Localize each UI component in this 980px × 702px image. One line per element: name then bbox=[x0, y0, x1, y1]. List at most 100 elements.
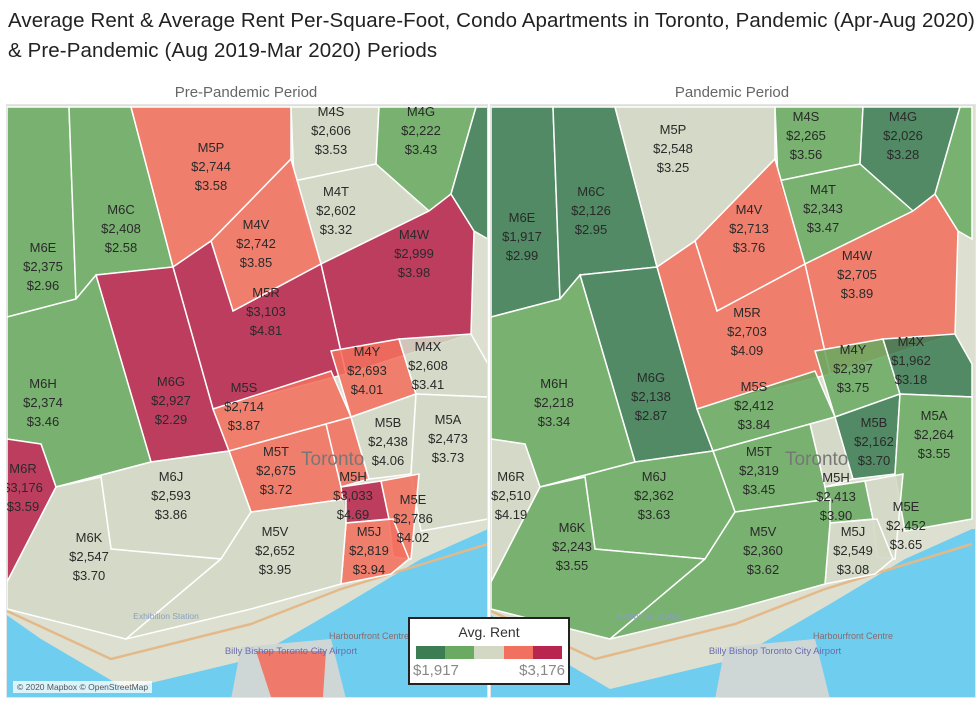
avg-rent-value: $3,103 bbox=[246, 304, 286, 319]
region-label-m4t: M4T $2,602 $3.32 bbox=[316, 184, 356, 237]
rent-psf-value: $3.34 bbox=[538, 414, 571, 429]
map-attribution[interactable]: © 2020 Mapbox © OpenStreetMap bbox=[13, 681, 153, 693]
region-label-m6r: M6R $2,510 $4.19 bbox=[491, 469, 531, 522]
region-code: M5S bbox=[741, 379, 768, 394]
rent-psf-value: $3.89 bbox=[841, 286, 874, 301]
region-label-m6j: M6J $2,593 $3.86 bbox=[151, 469, 191, 522]
avg-rent-value: $1,917 bbox=[502, 229, 542, 244]
rent-psf-value: $3.73 bbox=[432, 450, 465, 465]
rent-psf-value: $3.86 bbox=[155, 507, 188, 522]
station-label: Exhibition Station bbox=[617, 611, 683, 621]
region-code: M6G bbox=[637, 370, 665, 385]
avg-rent-value: $2,473 bbox=[428, 431, 468, 446]
region-code: M6J bbox=[642, 469, 667, 484]
region-ne[interactable] bbox=[934, 106, 973, 241]
rent-psf-value: $3.76 bbox=[733, 240, 766, 255]
rent-psf-value: $2.87 bbox=[635, 408, 668, 423]
region-label-m5e: M5E $2,786 $4.02 bbox=[393, 492, 433, 545]
map-pre-pandemic[interactable]: Toronto Harbourfront Centre Billy Bishop T… bbox=[6, 104, 488, 698]
region-label-m6c: M6C $2,408 $2.58 bbox=[101, 202, 141, 255]
region-label-m6g: M6G $2,927 $2.29 bbox=[151, 374, 191, 427]
rent-psf-value: $3.72 bbox=[260, 482, 293, 497]
region-code: M5R bbox=[252, 285, 279, 300]
region-m5v[interactable] bbox=[609, 498, 831, 640]
avg-rent-value: $2,375 bbox=[23, 259, 63, 274]
region-m5v[interactable] bbox=[125, 498, 347, 640]
avg-rent-value: $2,999 bbox=[394, 246, 434, 261]
region-code: M4W bbox=[842, 248, 873, 263]
region-label-m5r: M5R $3,103 $4.81 bbox=[246, 285, 286, 338]
region-label-m6g: M6G $2,138 $2.87 bbox=[631, 370, 671, 423]
avg-rent-value: $2,693 bbox=[347, 363, 387, 378]
avg-rent-value: $2,819 bbox=[349, 543, 389, 558]
rent-psf-value: $4.81 bbox=[250, 323, 283, 338]
region-label-m6j: M6J $2,362 $3.63 bbox=[634, 469, 674, 522]
region-code: M5V bbox=[750, 524, 777, 539]
region-label-m4w: M4W $2,999 $3.98 bbox=[394, 227, 434, 280]
rent-psf-value: $3.46 bbox=[27, 414, 60, 429]
region-m5a[interactable] bbox=[894, 393, 973, 532]
region-m6k[interactable] bbox=[7, 476, 223, 640]
region-label-m4w: M4W $2,705 $3.89 bbox=[837, 248, 877, 301]
avg-rent-value: $2,218 bbox=[534, 395, 574, 410]
avg-rent-value: $2,742 bbox=[236, 236, 276, 251]
avg-rent-value: $2,608 bbox=[408, 358, 448, 373]
region-code: M5A bbox=[435, 412, 462, 427]
legend-title: Avg. Rent bbox=[458, 624, 520, 640]
region-label-m5a: M5A $2,264 $3.55 bbox=[914, 408, 954, 461]
rent-psf-value: $3.08 bbox=[837, 562, 870, 577]
region-label-m6r: M6R $3,176 $3.59 bbox=[7, 461, 43, 514]
region-m6k[interactable] bbox=[491, 476, 707, 640]
rent-psf-value: $3.98 bbox=[398, 265, 431, 280]
avg-rent-value: $2,452 bbox=[886, 518, 926, 533]
region-code: M5B bbox=[861, 415, 888, 430]
region-label-m4g: M4G $2,026 $3.28 bbox=[883, 109, 923, 162]
rent-psf-value: $2.58 bbox=[105, 240, 138, 255]
rent-psf-value: $3.63 bbox=[638, 507, 671, 522]
rent-psf-value: $3.75 bbox=[837, 380, 870, 395]
airport-label: Billy Bishop Toronto City Airport bbox=[225, 646, 358, 657]
region-m4x[interactable] bbox=[398, 333, 487, 398]
rent-psf-value: $3.47 bbox=[807, 220, 840, 235]
rent-psf-value: $3.85 bbox=[240, 255, 273, 270]
region-code: M6E bbox=[509, 210, 536, 225]
region-code: M5B bbox=[375, 415, 402, 430]
region-code: M4X bbox=[898, 334, 925, 349]
region-code: M5A bbox=[921, 408, 948, 423]
region-code: M6E bbox=[30, 240, 57, 255]
city-label: Toronto bbox=[785, 449, 848, 470]
region-ne[interactable] bbox=[450, 106, 487, 240]
region-code: M6H bbox=[29, 376, 56, 391]
region-m5a[interactable] bbox=[410, 393, 487, 532]
rent-psf-value: $3.45 bbox=[743, 482, 776, 497]
rent-psf-value: $3.62 bbox=[747, 562, 780, 577]
map-layer: Toronto Harbourfront Centre Billy Bishop T… bbox=[491, 105, 975, 697]
rent-psf-value: $3.32 bbox=[320, 222, 353, 237]
rent-psf-value: $3.53 bbox=[315, 142, 348, 157]
avg-rent-value: $3,033 bbox=[333, 488, 373, 503]
region-code: M6K bbox=[559, 520, 586, 535]
region-airport[interactable] bbox=[256, 651, 326, 697]
avg-rent-value: $2,397 bbox=[833, 361, 873, 376]
rent-psf-value: $3.55 bbox=[918, 446, 951, 461]
avg-rent-value: $2,714 bbox=[224, 399, 264, 414]
avg-rent-value: $2,264 bbox=[914, 427, 954, 442]
region-label-m5p: M5P $2,744 $3.58 bbox=[191, 140, 231, 193]
rent-psf-value: $3.55 bbox=[556, 558, 589, 573]
avg-rent-value: $2,162 bbox=[854, 434, 894, 449]
legend-bin-3 bbox=[474, 646, 504, 659]
region-label-m5e: M5E $2,452 $3.65 bbox=[886, 499, 926, 552]
map-pandemic[interactable]: Toronto Harbourfront Centre Billy Bishop T… bbox=[490, 104, 976, 698]
legend-bin-4 bbox=[503, 646, 533, 659]
rent-psf-value: $3.18 bbox=[895, 372, 928, 387]
region-m4x[interactable] bbox=[882, 333, 973, 398]
region-label-m4g: M4G $2,222 $3.43 bbox=[401, 105, 441, 157]
legend-bin-5 bbox=[532, 646, 563, 659]
rent-psf-value: $3.43 bbox=[405, 142, 438, 157]
lake-ontario-water bbox=[7, 529, 487, 697]
region-label-m5t: M5T $2,675 $3.72 bbox=[256, 444, 296, 497]
rent-psf-value: $4.69 bbox=[337, 507, 370, 522]
region-label-m5b: M5B $2,162 $3.70 bbox=[854, 415, 894, 468]
color-legend: Avg. Rent $1,917 $3,176 bbox=[408, 617, 570, 685]
legend-min-label: $1,917 bbox=[413, 662, 459, 679]
